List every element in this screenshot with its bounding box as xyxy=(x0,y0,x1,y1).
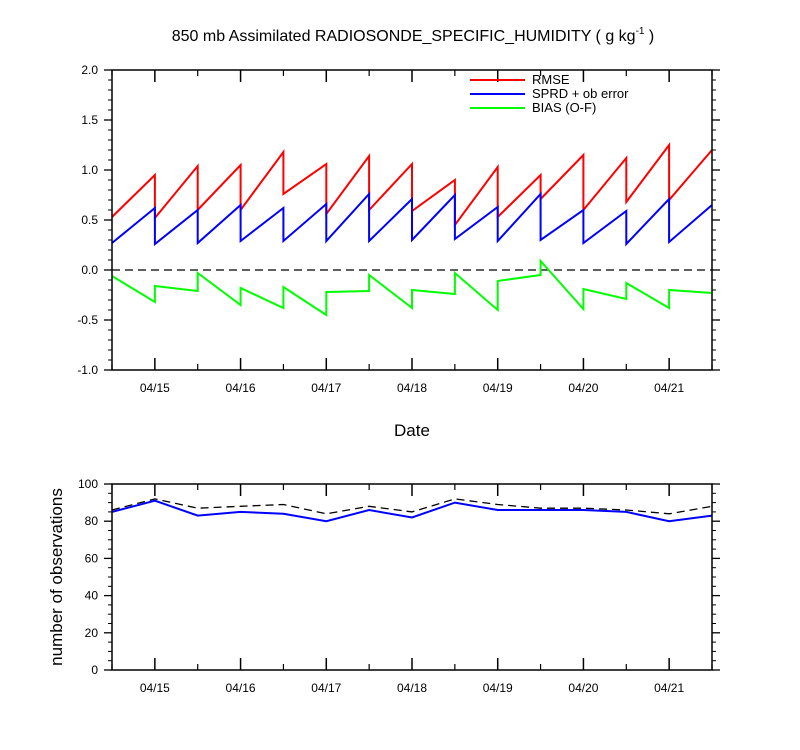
chart-title-superscript: -1 xyxy=(636,26,645,37)
x-tick-label: 04/17 xyxy=(311,381,341,395)
y-tick-label: 60 xyxy=(85,551,99,565)
chart-title: 850 mb Assimilated RADIOSONDE_SPECIFIC_H… xyxy=(172,26,655,45)
x-tick-label: 04/21 xyxy=(654,681,684,695)
x-tick-label: 04/16 xyxy=(226,681,256,695)
y-tick-label: 80 xyxy=(85,514,99,528)
y-tick-label: 100 xyxy=(78,477,98,491)
x-tick-label: 04/20 xyxy=(568,381,598,395)
y-tick-label: 1.5 xyxy=(81,113,98,127)
chart-title-end: ) xyxy=(644,28,654,45)
x-tick-label: 04/15 xyxy=(140,381,170,395)
bottom-y-axis-title: number of observations xyxy=(47,488,66,666)
legend-label: SPRD + ob error xyxy=(532,86,629,101)
series-line-sprd-ob-error xyxy=(111,191,713,247)
y-tick-label: -1.0 xyxy=(77,363,98,377)
y-tick-label: 20 xyxy=(85,626,99,640)
chart-title-text: 850 mb Assimilated RADIOSONDE_SPECIFIC_H… xyxy=(172,28,636,45)
series-line-assimilated-observations xyxy=(111,499,713,523)
y-tick-label: 40 xyxy=(85,589,99,603)
y-tick-label: 0.5 xyxy=(81,213,98,227)
x-tick-label: 04/21 xyxy=(654,381,684,395)
x-tick-label: 04/18 xyxy=(397,681,427,695)
series-line-rmse xyxy=(111,142,713,229)
legend-label: BIAS (O-F) xyxy=(532,100,596,115)
x-tick-label: 04/17 xyxy=(311,681,341,695)
y-tick-label: -0.5 xyxy=(77,313,98,327)
top-chart: 04/15 04/16 04/17 04/18 04/19 04/20 04/21 -1.0 -… xyxy=(77,63,720,395)
y-tick-label: 1.0 xyxy=(81,163,98,177)
legend-label: RMSE xyxy=(532,72,570,87)
y-tick-label: 2.0 xyxy=(81,63,98,77)
series-line-bias-o-f xyxy=(111,258,713,317)
x-tick-label: 04/19 xyxy=(483,681,513,695)
x-tick-label: 04/18 xyxy=(397,381,427,395)
x-tick-label: 04/20 xyxy=(568,681,598,695)
y-tick-label: 0.0 xyxy=(81,263,98,277)
series-line-possible-observations xyxy=(111,498,713,515)
x-tick-label: 04/19 xyxy=(483,381,513,395)
x-tick-label: 04/16 xyxy=(226,381,256,395)
bottom-chart: 04/15 04/16 04/17 04/18 04/19 04/20 04/21 0 20 40… xyxy=(78,477,720,695)
y-tick-label: 0 xyxy=(91,663,98,677)
top-x-axis-title: Date xyxy=(394,421,430,440)
x-tick-label: 04/15 xyxy=(140,681,170,695)
